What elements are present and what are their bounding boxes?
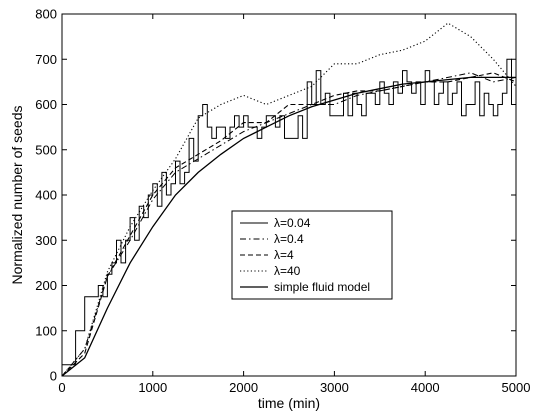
- y-tick-label: 500: [35, 142, 57, 157]
- y-tick-label: 600: [35, 97, 57, 112]
- y-tick-label: 700: [35, 52, 57, 67]
- y-tick-label: 100: [35, 323, 57, 338]
- y-tick-label: 800: [35, 7, 57, 22]
- x-tick-label: 4000: [411, 380, 440, 395]
- x-tick-label: 3000: [320, 380, 349, 395]
- legend-label: λ=0.4: [274, 232, 304, 246]
- legend-label: λ=4: [274, 248, 294, 262]
- x-tick-label: 2000: [229, 380, 258, 395]
- legend-label: simple fluid model: [274, 280, 370, 294]
- y-tick-label: 200: [35, 278, 57, 293]
- series-line-2: [61, 72, 517, 377]
- y-axis-label: Normalized number of seeds: [9, 106, 25, 285]
- x-tick-label: 0: [58, 380, 65, 395]
- ticks-layer: 0 1000 2000 3000 4000 5000 0 100 200 300 400 500 600…: [35, 7, 530, 396]
- series-line-3: [61, 22, 517, 377]
- y-tick-label: 0: [50, 369, 57, 384]
- x-tick-label: 1000: [138, 380, 167, 395]
- legend-label: λ=0.04: [274, 216, 311, 230]
- series-layer: [61, 22, 517, 377]
- legend: λ=0.04 λ=0.4 λ=4 λ=40 simple fluid model: [231, 210, 393, 300]
- y-tick-label: 400: [35, 188, 57, 203]
- x-tick-label: 5000: [502, 380, 531, 395]
- x-axis-label: time (min): [258, 395, 320, 411]
- y-tick-label: 300: [35, 233, 57, 248]
- legend-label: λ=40: [274, 264, 301, 278]
- series-line-4: [61, 76, 516, 377]
